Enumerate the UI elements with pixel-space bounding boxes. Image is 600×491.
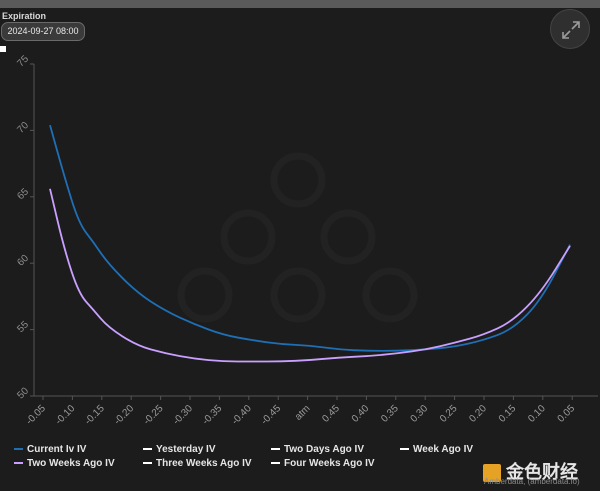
x-tick-label: -0.05 [24, 403, 48, 427]
watermark [177, 152, 418, 323]
x-tick-label: atm [293, 403, 313, 423]
x-tick-label: 0.40 [350, 403, 372, 425]
brand-watermark: 金色财经 [483, 458, 578, 484]
x-tick-label: -0.40 [230, 403, 254, 427]
x-tick-label: 0.30 [409, 403, 431, 425]
x-tick-label: -0.25 [142, 403, 166, 427]
expand-arrows-icon [562, 21, 580, 39]
collapse-marker-icon[interactable] [0, 46, 6, 52]
x-tick-label: 0.35 [379, 403, 401, 425]
expiration-label: Expiration [2, 11, 47, 21]
x-tick-label: -0.10 [53, 403, 77, 427]
x-tick-label: -0.35 [200, 403, 224, 427]
x-tick-label: 0.05 [556, 403, 578, 425]
x-tick-label: 0.10 [526, 403, 548, 425]
y-tick-label: 50 [15, 385, 31, 401]
chart-legend: Current Iv IV Yesterday IV Two Days Ago … [0, 444, 600, 474]
data-credit: Amberdata, (amberdata.io) [484, 477, 580, 486]
y-tick-label: 60 [15, 253, 31, 269]
x-tick-label: 0.25 [438, 403, 460, 425]
x-tick-label: 0.15 [497, 403, 519, 425]
legend-item-week-ago[interactable]: Week Ago IV [400, 444, 473, 455]
y-tick-label: 75 [15, 53, 31, 69]
top-scrollbar[interactable] [0, 0, 600, 8]
x-tick-label: 0.45 [320, 403, 342, 425]
y-tick-label: 70 [15, 120, 31, 136]
y-tick-label: 55 [15, 319, 31, 335]
x-tick-label: -0.30 [171, 403, 195, 427]
series-line-current-iv-iv [49, 124, 571, 352]
legend-item-two-weeks-ago[interactable]: Two Weeks Ago IV [14, 458, 115, 469]
x-tick-label: -0.45 [259, 403, 283, 427]
legend-item-four-weeks-ago[interactable]: Four Weeks Ago IV [271, 458, 375, 469]
legend-item-yesterday[interactable]: Yesterday IV [143, 444, 215, 455]
legend-item-two-days-ago[interactable]: Two Days Ago IV [271, 444, 364, 455]
brand-logo-icon [483, 464, 501, 483]
expiration-select[interactable]: 2024-09-27 08:00 [1, 22, 85, 41]
x-tick-label: -0.15 [83, 403, 107, 427]
x-tick-label: -0.20 [112, 403, 136, 427]
expand-button[interactable] [550, 9, 590, 49]
legend-item-current-iv[interactable]: Current Iv IV [14, 444, 86, 455]
x-tick-label: 0.20 [467, 403, 489, 425]
series-line-two-weeks-ago-iv [49, 188, 571, 363]
legend-item-three-weeks-ago[interactable]: Three Weeks Ago IV [143, 458, 252, 469]
y-tick-label: 65 [15, 186, 31, 202]
